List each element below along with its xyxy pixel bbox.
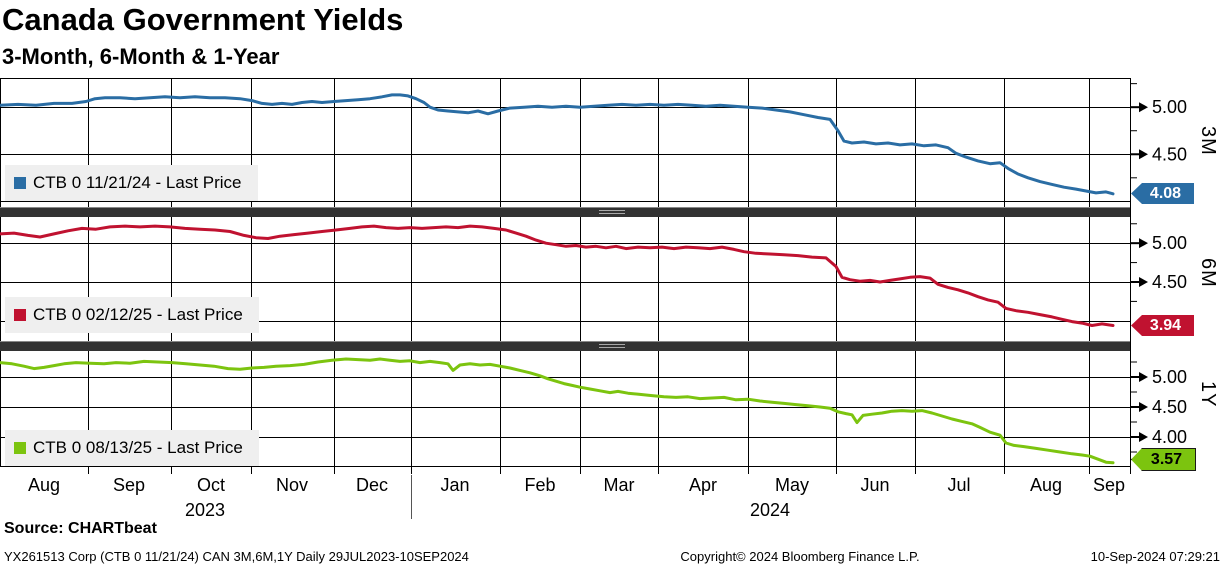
legend-6m[interactable]: CTB 0 02/12/25 - Last Price xyxy=(5,297,259,333)
copyright-notice: Copyright© 2024 Bloomberg Finance L.P. xyxy=(680,549,920,564)
y-axis-tick-label: 4.50 xyxy=(1152,272,1187,292)
y-axis-tick-label: 5.00 xyxy=(1152,97,1187,117)
panel-6m xyxy=(0,216,1130,341)
last-price-tag-6m: 3.94 xyxy=(1131,315,1194,336)
x-axis-month-label: Feb xyxy=(524,475,555,495)
panel-3m xyxy=(0,78,1130,207)
legend-swatch-1y xyxy=(14,442,26,454)
print-timestamp: 10-Sep-2024 07:29:21 xyxy=(1090,549,1220,564)
y-axis-tick-label: 4.50 xyxy=(1152,144,1187,164)
x-axis-month-label: Nov xyxy=(276,475,308,495)
page-subtitle: 3-Month, 6-Month & 1-Year xyxy=(2,44,280,69)
x-axis-month-label: Sep xyxy=(1093,475,1125,495)
x-axis-month-label: Aug xyxy=(1030,475,1062,495)
x-axis-month-label: Apr xyxy=(689,475,717,495)
last-price-tag-1y: 3.57 xyxy=(1131,448,1196,471)
y-axis-tick-label: 4.50 xyxy=(1152,397,1187,417)
panel-separator-2 xyxy=(0,341,1130,351)
x-axis-year-label: 2024 xyxy=(750,500,790,520)
panel-axis-title-3m: 3M xyxy=(1197,126,1219,156)
x-axis-year-label: 2023 xyxy=(185,500,225,520)
legend-label-3m: CTB 0 11/21/24 - Last Price xyxy=(33,173,242,192)
x-axis-month-label: Jun xyxy=(860,475,889,495)
separator-drag-handle[interactable] xyxy=(599,210,625,211)
y-axis-tick-label: 5.00 xyxy=(1152,367,1187,387)
legend-3m[interactable]: CTB 0 11/21/24 - Last Price xyxy=(5,165,258,201)
x-axis-month-label: Jul xyxy=(947,475,970,495)
x-axis-month-label: Dec xyxy=(356,475,388,495)
plot-3m xyxy=(0,78,1130,207)
source-label: Source: CHARTbeat xyxy=(4,520,157,537)
x-axis-month-label: Sep xyxy=(113,475,145,495)
legend-1y[interactable]: CTB 0 08/13/25 - Last Price xyxy=(5,430,259,466)
x-axis-month-label: Aug xyxy=(28,475,60,495)
legend-label-6m: CTB 0 02/12/25 - Last Price xyxy=(33,305,243,324)
page-title: Canada Government Yields xyxy=(2,2,404,37)
separator-drag-handle[interactable] xyxy=(599,344,625,345)
legend-swatch-6m xyxy=(14,309,26,321)
x-axis-month-label: Jan xyxy=(440,475,469,495)
panel-separator-1 xyxy=(0,207,1130,217)
y-axis-tick-label: 5.00 xyxy=(1152,233,1187,253)
legend-swatch-3m xyxy=(14,177,26,189)
x-axis-month-label: May xyxy=(775,475,809,495)
x-axis-month-label: Oct xyxy=(197,475,225,495)
y-axis-tick-label: 4.00 xyxy=(1152,427,1187,447)
plot-6m xyxy=(0,216,1130,341)
legend-label-1y: CTB 0 08/13/25 - Last Price xyxy=(33,438,243,457)
panel-axis-title-1y: 1Y xyxy=(1197,381,1219,408)
panel-axis-title-6m: 6M xyxy=(1197,258,1219,288)
last-price-tag-3m: 4.08 xyxy=(1131,183,1194,204)
security-description: YX261513 Corp (CTB 0 11/21/24) CAN 3M,6M… xyxy=(4,549,469,564)
x-axis-month-label: Mar xyxy=(604,475,635,495)
